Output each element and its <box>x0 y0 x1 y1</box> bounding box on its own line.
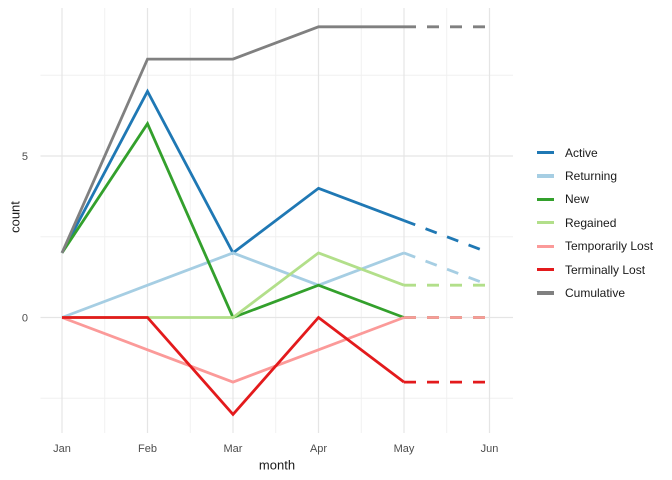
legend-key-line <box>537 197 554 202</box>
series-line-solid-terminally-lost <box>62 315 405 417</box>
x-tick-label: May <box>394 443 415 455</box>
legend-key-line <box>537 174 554 178</box>
y-tick-label: 5 <box>22 151 28 163</box>
legend-label: New <box>565 192 590 207</box>
legend-key-line <box>537 268 554 272</box>
legend-item-terminally-lost: Terminally Lost <box>537 258 653 281</box>
legend: Active Returning New Regained Temporarily Lo… <box>537 141 653 305</box>
legend-key-line <box>537 244 554 248</box>
x-tick-label: Feb <box>138 443 157 455</box>
legend-label: Terminally Lost <box>565 262 646 277</box>
x-axis-title: month <box>258 457 296 473</box>
legend-label: Temporarily Lost <box>565 239 654 254</box>
legend-label: Cumulative <box>565 286 626 301</box>
legend-label: Active <box>565 145 598 160</box>
x-tick-label: Jan <box>53 443 71 455</box>
y-axis-title: count <box>7 201 23 233</box>
legend-key-line <box>537 151 554 155</box>
x-tick-label: Apr <box>310 443 327 455</box>
legend-item-temporarily-lost: Temporarily Lost <box>537 235 653 258</box>
x-tick-label: Jun <box>481 443 499 455</box>
legend-item-new: New <box>537 188 653 211</box>
legend-key-line <box>537 221 554 225</box>
series-line-solid-cumulative <box>60 25 404 254</box>
series-line-projection-active <box>403 219 490 255</box>
legend-item-cumulative: Cumulative <box>537 281 653 304</box>
legend-label: Returning <box>565 169 618 184</box>
legend-key-line <box>537 291 554 295</box>
legend-item-regained: Regained <box>537 211 653 234</box>
legend-label: Regained <box>565 215 617 230</box>
legend-item-active: Active <box>537 141 653 164</box>
series-line-solid-returning <box>61 251 405 319</box>
y-tick-label: 0 <box>22 313 28 325</box>
x-tick-label: Mar <box>224 443 243 455</box>
series-line-projection-returning <box>403 251 490 287</box>
legend-item-returning: Returning <box>537 164 653 187</box>
